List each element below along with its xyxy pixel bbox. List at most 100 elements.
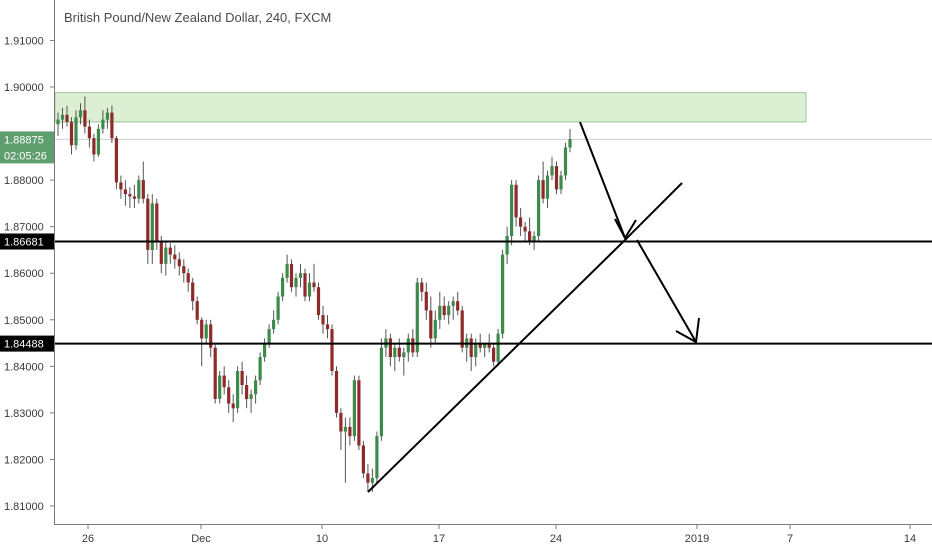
candle[interactable] <box>96 124 100 157</box>
candle[interactable] <box>420 277 424 302</box>
candle[interactable] <box>492 343 496 367</box>
candle[interactable] <box>258 352 262 385</box>
candle[interactable] <box>352 375 356 441</box>
candle[interactable] <box>294 273 298 297</box>
candle[interactable] <box>550 156 554 181</box>
candle[interactable] <box>218 371 222 404</box>
candle[interactable] <box>402 347 406 376</box>
candle[interactable] <box>483 343 487 357</box>
candle[interactable] <box>303 268 307 302</box>
candle[interactable] <box>191 277 195 311</box>
candle[interactable] <box>456 291 460 316</box>
candle[interactable] <box>213 343 217 404</box>
candle[interactable] <box>231 394 235 423</box>
candle[interactable] <box>245 375 249 409</box>
candle[interactable] <box>141 161 145 204</box>
candle[interactable] <box>501 249 505 339</box>
candle[interactable] <box>173 245 177 269</box>
candle[interactable] <box>406 333 410 362</box>
candle[interactable] <box>429 296 433 348</box>
candle[interactable] <box>69 117 74 155</box>
candle[interactable] <box>177 252 181 276</box>
candle[interactable] <box>60 107 65 129</box>
candle[interactable] <box>393 343 397 371</box>
candle[interactable] <box>289 259 294 292</box>
candle[interactable] <box>249 389 253 413</box>
candle[interactable] <box>186 268 190 292</box>
candle[interactable] <box>240 361 244 395</box>
candle[interactable] <box>496 329 500 367</box>
candle[interactable] <box>222 366 226 395</box>
candle[interactable] <box>101 110 105 134</box>
candle[interactable] <box>366 464 370 492</box>
candle[interactable] <box>128 187 132 208</box>
candle[interactable] <box>132 184 136 208</box>
candle[interactable] <box>307 273 312 302</box>
candle[interactable] <box>559 170 563 195</box>
plot-area[interactable] <box>54 0 932 524</box>
candle[interactable] <box>325 315 330 339</box>
candle[interactable] <box>137 175 141 204</box>
candle[interactable] <box>204 319 208 344</box>
candle[interactable] <box>254 375 258 404</box>
candle[interactable] <box>276 291 280 325</box>
candle[interactable] <box>92 133 96 162</box>
candle[interactable] <box>451 296 455 320</box>
candle[interactable] <box>523 222 527 241</box>
candle[interactable] <box>56 112 60 136</box>
candle[interactable] <box>209 319 213 357</box>
candle[interactable] <box>424 282 428 320</box>
candle[interactable] <box>65 105 69 127</box>
candle[interactable] <box>334 366 339 418</box>
candle[interactable] <box>263 338 267 362</box>
candle[interactable] <box>361 440 365 479</box>
candle[interactable] <box>348 417 352 446</box>
candle[interactable] <box>545 170 550 208</box>
candle[interactable] <box>442 296 446 320</box>
candle[interactable] <box>415 277 419 357</box>
candle[interactable] <box>541 161 545 204</box>
candle[interactable] <box>505 226 509 264</box>
candle[interactable] <box>537 175 541 241</box>
candle[interactable] <box>285 254 289 283</box>
candle[interactable] <box>438 291 442 330</box>
candle[interactable] <box>227 380 231 413</box>
candle[interactable] <box>74 110 78 150</box>
candle[interactable] <box>195 296 199 325</box>
trendline-support[interactable] <box>367 239 626 493</box>
candle[interactable] <box>146 194 150 264</box>
candle[interactable] <box>182 259 186 283</box>
candle[interactable] <box>150 194 154 264</box>
candle[interactable] <box>447 301 451 325</box>
candle[interactable] <box>272 310 276 334</box>
candle[interactable] <box>87 119 91 148</box>
candle[interactable] <box>388 333 392 367</box>
arrow-down-2[interactable] <box>636 239 697 343</box>
trendline-projection[interactable] <box>624 182 683 241</box>
candle[interactable] <box>236 366 240 413</box>
candle[interactable] <box>312 263 316 292</box>
candle[interactable] <box>119 175 123 199</box>
candle[interactable] <box>514 180 518 227</box>
candle[interactable] <box>375 431 379 483</box>
candle[interactable] <box>330 324 334 376</box>
candle[interactable] <box>105 107 109 129</box>
candle[interactable] <box>339 408 343 451</box>
candle[interactable] <box>568 128 572 153</box>
candle[interactable] <box>298 263 303 288</box>
candle[interactable] <box>281 273 285 302</box>
candle[interactable] <box>357 375 361 451</box>
candle[interactable] <box>563 142 568 181</box>
candle[interactable] <box>397 338 401 362</box>
candle[interactable] <box>168 243 172 264</box>
candle[interactable] <box>510 180 514 246</box>
candle[interactable] <box>78 103 83 125</box>
candle[interactable] <box>200 317 204 367</box>
candle[interactable] <box>554 161 559 195</box>
candle[interactable] <box>460 305 464 353</box>
arrow-down-1[interactable] <box>579 121 626 239</box>
candle[interactable] <box>321 305 325 334</box>
candle[interactable] <box>343 417 347 483</box>
